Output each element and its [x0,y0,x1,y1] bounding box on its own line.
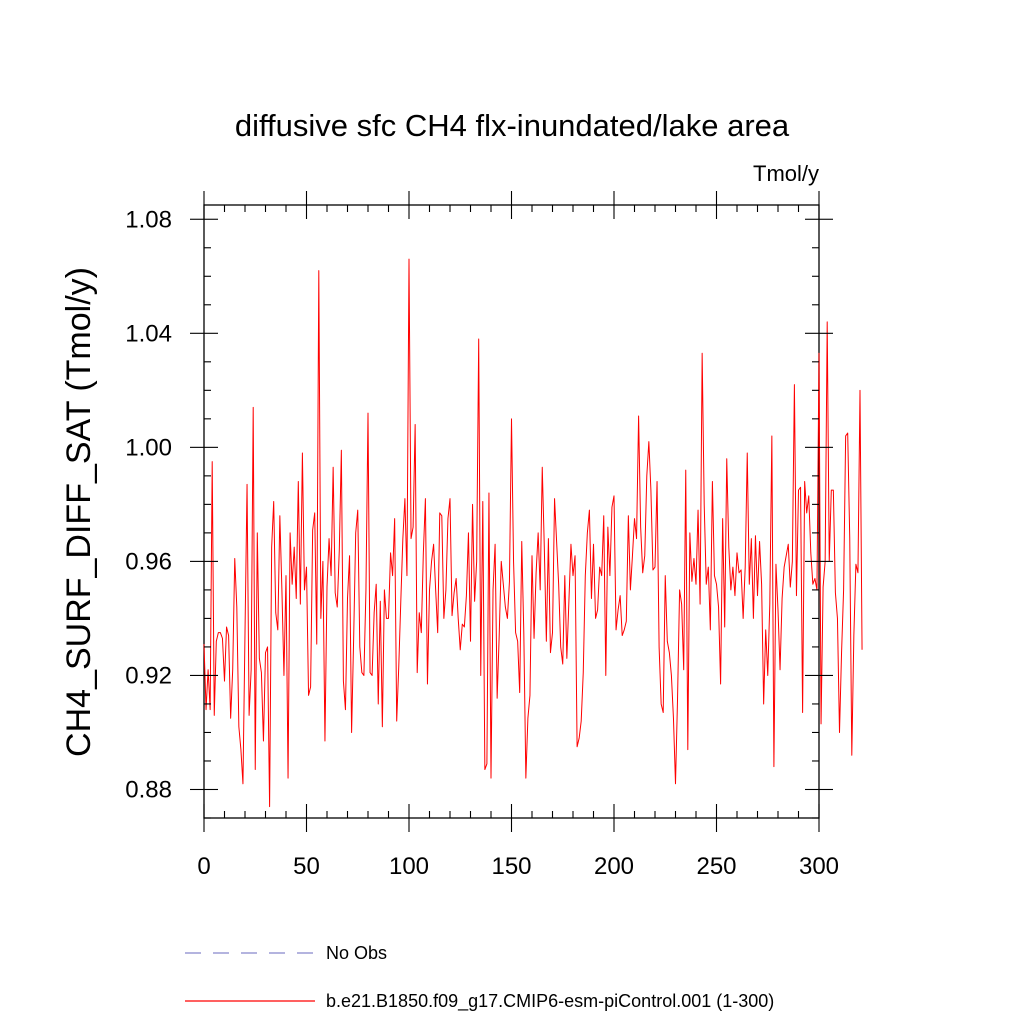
plot-area: 0 50 100 150 200 250 300 0.88 0.92 0.96 1.00 1.04 1.… [125,191,863,880]
legend-label-no-obs: No Obs [326,943,387,963]
y-tick-label: 1.00 [125,434,172,461]
ticks-layer: 0 50 100 150 200 250 300 0.88 0.92 0.96 1.00 1.04 1.… [125,191,839,880]
y-tick-label: 1.04 [125,320,172,347]
x-tick-label: 150 [491,853,531,880]
chart-title: diffusive sfc CH4 flx-inundated/lake are… [235,108,790,143]
x-tick-label: 100 [389,853,429,880]
y-tick-label: 0.92 [125,662,172,689]
x-tick-label: 300 [799,853,839,880]
legend: No Obs b.e21.B1850.f09_g17.CMIP6-esm-piC… [185,943,774,1012]
x-tick-label: 50 [293,853,320,880]
x-tick-label: 0 [197,853,210,880]
x-tick-label: 200 [594,853,634,880]
legend-label-model-run: b.e21.B1850.f09_g17.CMIP6-esm-piControl.… [326,991,774,1012]
y-tick-label: 0.88 [125,776,172,803]
series-layer [203,258,863,808]
series-line-0 [203,258,863,808]
y-tick-label: 1.08 [125,206,172,233]
units-label: Tmol/y [753,161,819,186]
plot-frame [203,204,820,819]
y-axis-label: CH4_SURF_DIFF_SAT (Tmol/y) [60,267,98,757]
x-tick-label: 250 [696,853,736,880]
y-tick-label: 0.96 [125,548,172,575]
